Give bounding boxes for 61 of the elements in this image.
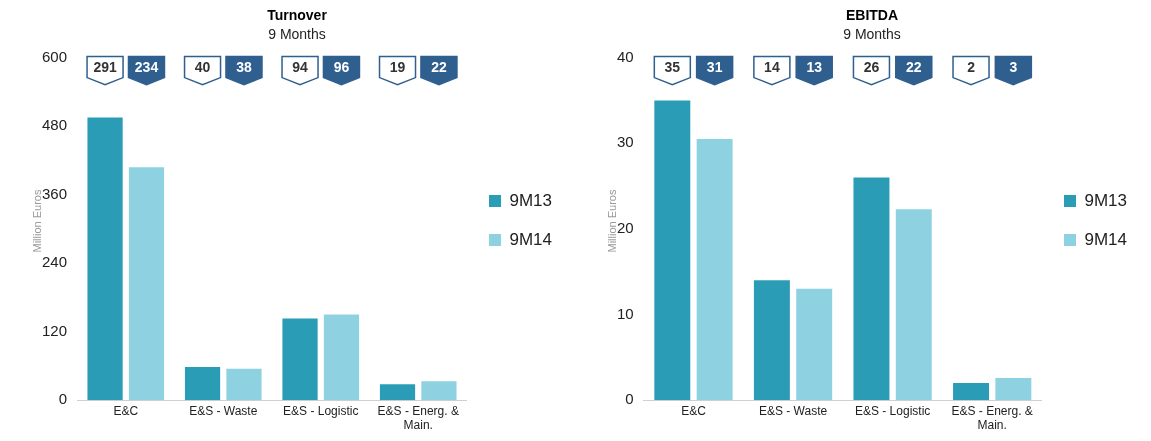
y-tick-label: 480 [42, 116, 68, 134]
x-tick-label: E&S - Waste [189, 403, 258, 418]
y-tick-label: 360 [42, 184, 68, 202]
annotation: 96 [333, 59, 350, 76]
bar [184, 367, 221, 401]
annotation: 14 [764, 59, 780, 76]
x-tick-label: E&S - Logistic [283, 403, 359, 418]
bar [696, 138, 733, 401]
annotation: 234 [134, 59, 159, 76]
y-axis-title: Million Euros [606, 189, 619, 252]
bar [128, 167, 165, 401]
bar [995, 377, 1032, 401]
annotation: 38 [236, 59, 252, 76]
annotation: 22 [905, 59, 922, 76]
x-tick-label: E&S - Energ. & Main. [951, 403, 1033, 433]
legend-label: 9M13 [1084, 190, 1128, 210]
y-axis-title: Million Euros [31, 189, 44, 252]
bar [323, 314, 360, 401]
y-tick-label: 10 [617, 304, 634, 322]
bar [379, 384, 416, 401]
chart-subtitle: 9 Months [268, 26, 326, 43]
x-tick-label: E&S - Energ. & Main. [377, 403, 459, 433]
annotation: 3 [1009, 59, 1018, 76]
x-tick-label: E&S - Logistic [854, 403, 931, 418]
annotation: 22 [431, 59, 447, 76]
legend-label: 9M14 [1084, 229, 1128, 249]
annotation: 35 [664, 59, 681, 76]
annotation: 94 [292, 59, 309, 76]
chart-title: EBITDA [845, 7, 899, 24]
y-tick-label: 20 [617, 219, 634, 237]
bar [796, 288, 833, 401]
bar [895, 209, 932, 401]
annotation: 2 [967, 59, 976, 76]
legend-label: 9M14 [509, 229, 553, 249]
y-tick-label: 30 [617, 133, 634, 151]
x-tick-label: E&S - Waste [758, 403, 828, 418]
bar [87, 117, 123, 401]
bar [953, 383, 990, 401]
annotation: 26 [863, 59, 880, 76]
annotation: 31 [706, 59, 723, 76]
y-tick-label: 240 [42, 253, 68, 271]
x-tick-label: E&C [113, 403, 139, 418]
legend-label: 9M13 [509, 190, 553, 210]
y-tick-label: 120 [42, 321, 68, 339]
bar [421, 381, 457, 401]
y-tick-label: 40 [617, 47, 634, 65]
bar [654, 100, 691, 401]
annotation: 40 [194, 59, 211, 76]
bar [853, 177, 890, 401]
chart-subtitle: 9 Months [843, 26, 901, 43]
y-tick-label: 600 [42, 47, 68, 65]
annotation: 19 [389, 59, 406, 76]
bar [753, 280, 790, 401]
x-tick-label: E&C [681, 403, 707, 418]
y-tick-label: 0 [58, 390, 68, 408]
y-tick-label: 0 [625, 390, 634, 408]
annotation: 13 [806, 59, 823, 76]
bar [226, 368, 262, 401]
chart-title: Turnover [267, 7, 328, 24]
annotation: 291 [93, 59, 117, 76]
bar [282, 318, 318, 401]
